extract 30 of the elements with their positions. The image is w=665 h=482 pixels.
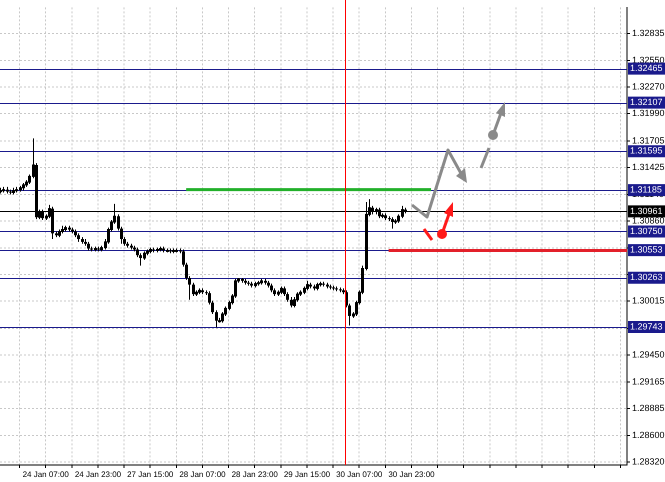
- y-tick-label: 1.28600: [632, 430, 665, 440]
- x-tick-label: 29 Jan 15:00: [284, 470, 331, 480]
- ref-line-label: 1.29743: [630, 322, 663, 332]
- y-tick-label: 1.32550: [632, 55, 665, 66]
- ref-line-label: 1.30961: [630, 206, 663, 216]
- y-tick-label: 1.32270: [632, 82, 665, 92]
- y-tick-label: 1.31425: [632, 162, 665, 172]
- x-tick-label: 28 Jan 23:00: [232, 470, 278, 480]
- y-tick-label: 1.28885: [632, 402, 665, 413]
- ref-line-label: 1.30263: [630, 272, 663, 282]
- y-tick-label: 1.30015: [632, 296, 665, 306]
- y-tick-label: 1.29450: [632, 349, 665, 360]
- ref-line-label: 1.30750: [630, 226, 663, 236]
- x-tick-label: 28 Jan 07:00: [179, 470, 226, 480]
- y-tick-label: 1.31990: [632, 108, 665, 118]
- x-tick-label: 24 Jan 07:00: [22, 470, 70, 480]
- ref-line-label: 1.32107: [630, 97, 663, 108]
- x-tick-label: 30 Jan 07:00: [336, 470, 383, 480]
- x-tick-label: 27 Jan 15:00: [127, 470, 174, 480]
- ref-line-label: 1.31595: [630, 146, 663, 156]
- x-tick-label: 30 Jan 23:00: [388, 470, 436, 480]
- ref-line-label: 1.31185: [630, 184, 662, 195]
- x-tick-label: 24 Jan 23:00: [74, 470, 122, 480]
- ref-line-label: 1.30553: [630, 244, 663, 255]
- y-tick-label: 1.31705: [632, 135, 665, 146]
- ref-line-label: 1.32465: [630, 63, 663, 74]
- y-tick-label: 1.30860: [632, 215, 665, 226]
- y-tick-label: 1.29165: [632, 376, 665, 386]
- y-tick-label: 1.28320: [632, 456, 665, 467]
- y-tick-label: 1.32835: [632, 28, 665, 38]
